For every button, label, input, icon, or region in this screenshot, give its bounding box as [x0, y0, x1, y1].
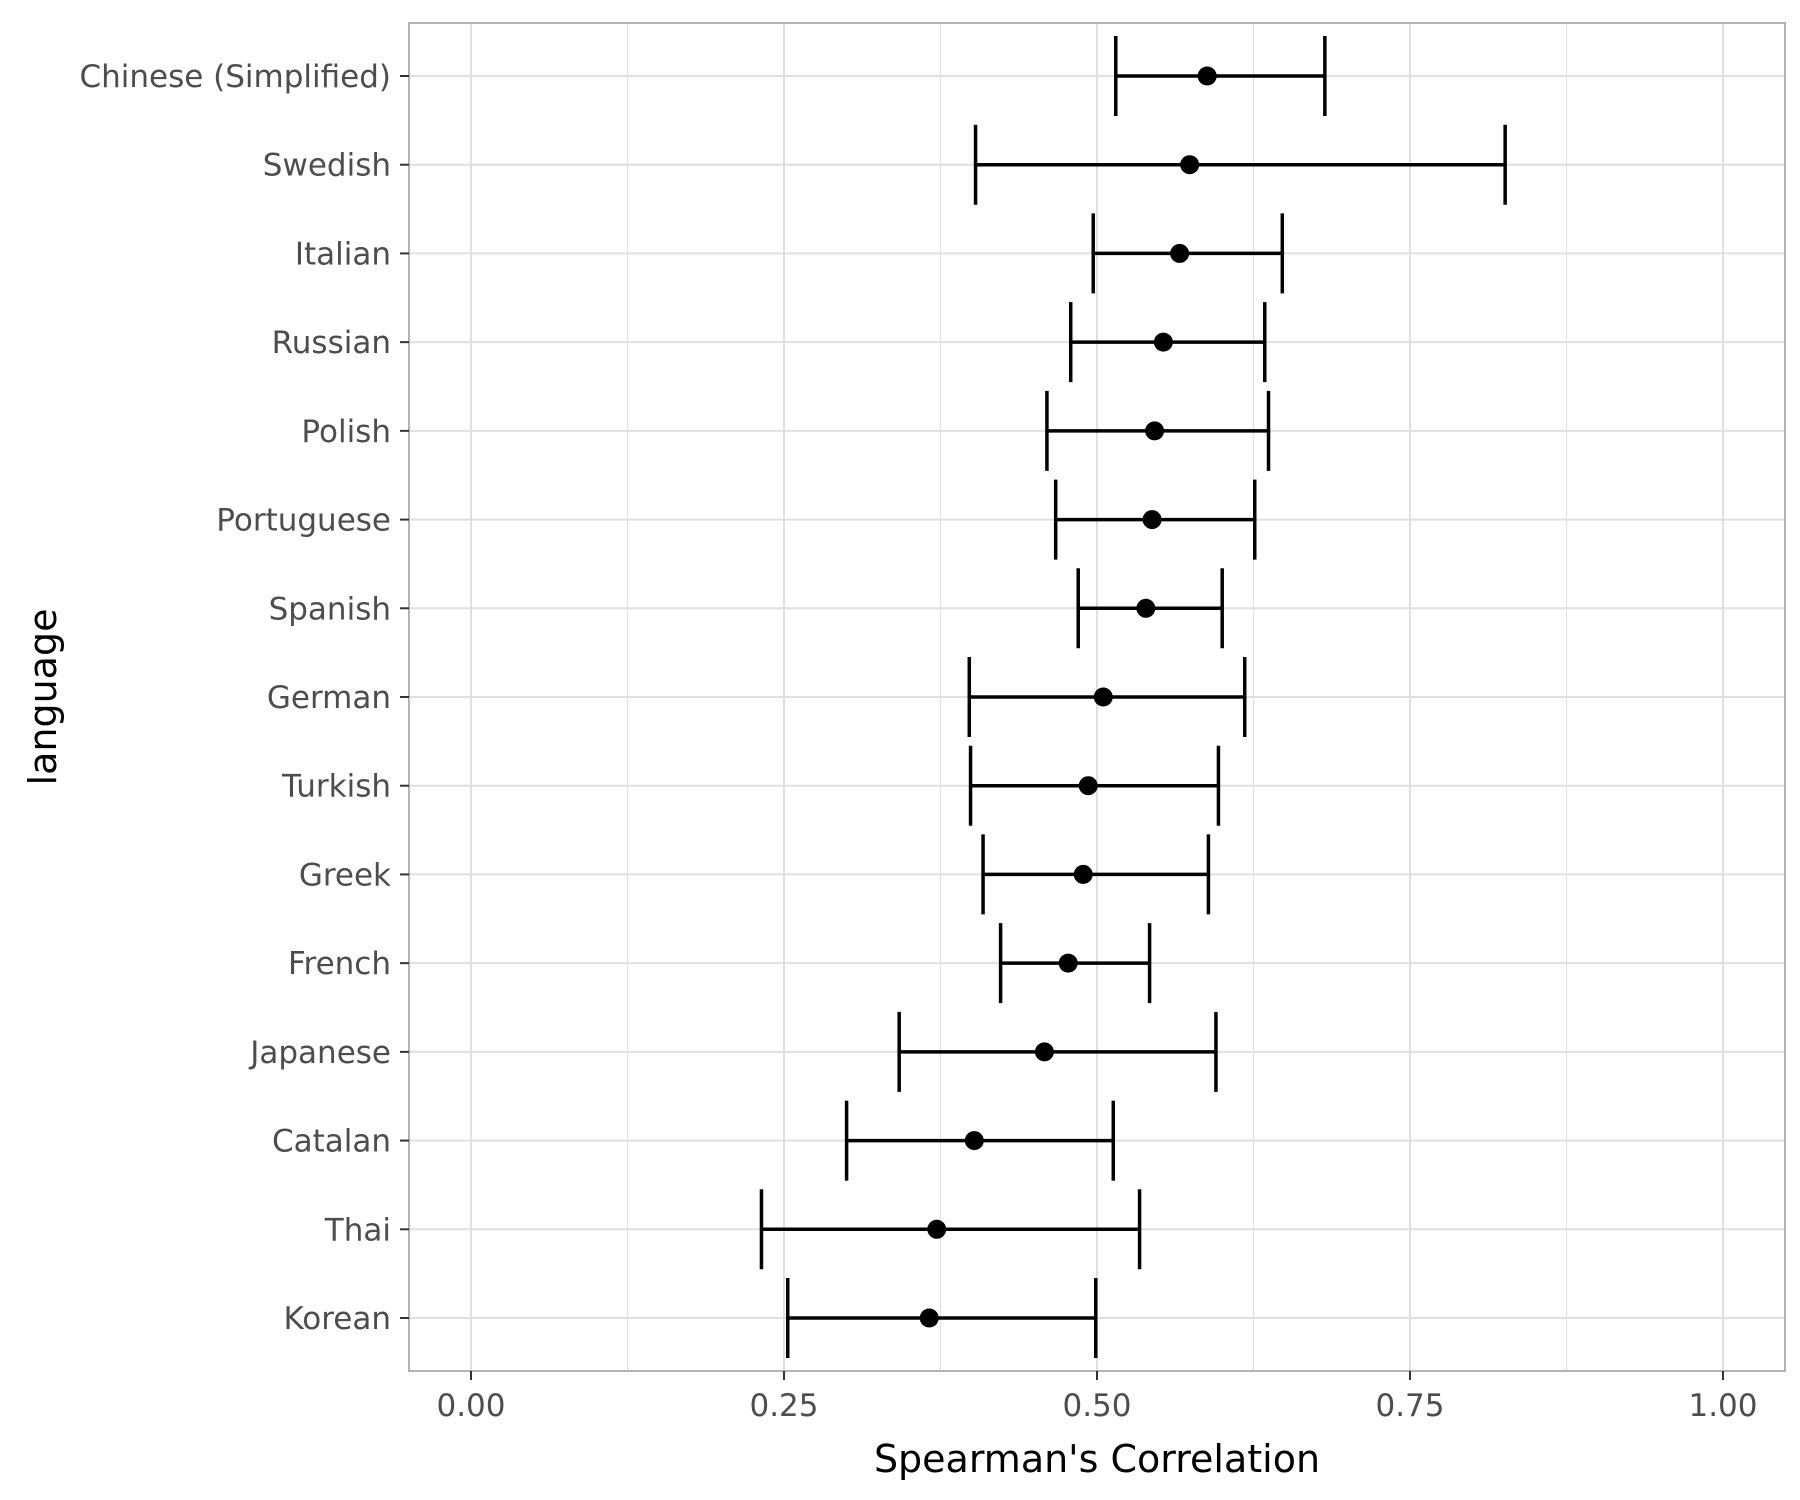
x-axis: 0.00 0.25 0.50 0.75 1.00: [436, 1371, 1758, 1424]
point-estimate: [1034, 1042, 1054, 1062]
y-tick-label: Chinese (Simplified): [79, 59, 391, 95]
y-tick-label: German: [267, 680, 391, 716]
y-tick-label: Japanese: [248, 1035, 391, 1071]
point-estimate: [1142, 510, 1162, 530]
y-tick-label: Russian: [272, 325, 391, 361]
y-tick-label: Spanish: [269, 591, 391, 627]
x-tick-label: 0.75: [1375, 1388, 1444, 1424]
point-estimate: [1078, 776, 1098, 796]
x-tick-label: 0.50: [1062, 1388, 1131, 1424]
x-axis-title: Spearman's Correlation: [874, 1437, 1320, 1481]
point-estimate: [1136, 598, 1156, 618]
point-estimate: [1058, 953, 1078, 973]
y-axis-title: language: [21, 609, 65, 786]
point-estimate: [1145, 421, 1165, 441]
y-tick-label: Thai: [324, 1212, 391, 1248]
point-estimate: [1153, 332, 1173, 352]
x-tick-label: 0.00: [436, 1388, 505, 1424]
point-estimate: [1073, 864, 1093, 884]
x-tick-label: 1.00: [1688, 1388, 1757, 1424]
point-estimate: [964, 1131, 984, 1151]
y-tick-label: Korean: [283, 1301, 391, 1337]
point-estimate: [1170, 243, 1190, 263]
x-tick-label: 0.25: [749, 1388, 818, 1424]
point-estimate: [1180, 155, 1200, 175]
point-estimate: [1197, 66, 1217, 86]
point-estimate: [919, 1308, 939, 1328]
y-tick-label: Italian: [295, 236, 391, 272]
y-axis: Chinese (Simplified) Swedish Italian Russia…: [79, 59, 409, 1337]
point-estimate: [927, 1219, 947, 1239]
y-tick-label: Portuguese: [216, 503, 391, 539]
y-tick-label: Swedish: [263, 148, 391, 184]
y-tick-label: Turkish: [281, 769, 391, 805]
y-tick-label: Polish: [301, 414, 391, 450]
y-tick-label: French: [288, 946, 391, 982]
data-marks: [759, 36, 1507, 1358]
y-tick-label: Catalan: [272, 1124, 391, 1160]
point-estimate: [1093, 687, 1113, 707]
y-tick-label: Greek: [299, 857, 391, 893]
